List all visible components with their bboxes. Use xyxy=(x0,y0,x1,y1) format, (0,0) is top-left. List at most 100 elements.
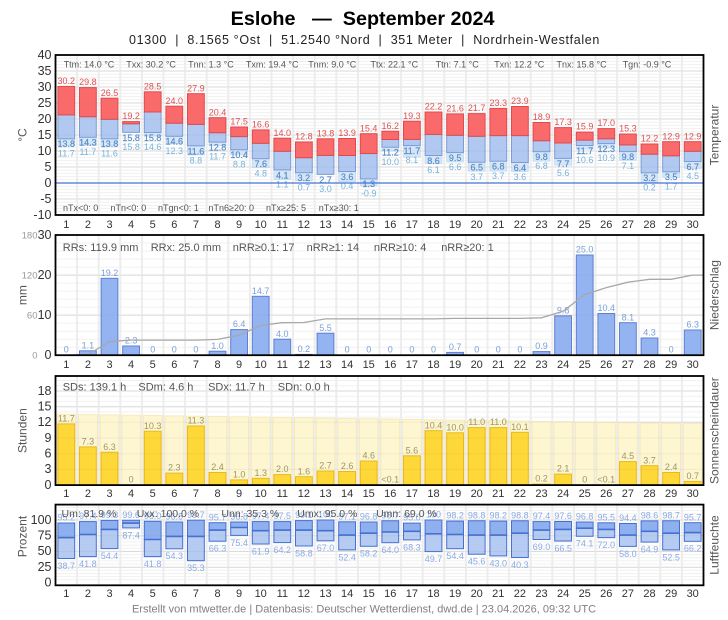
svg-text:10.3: 10.3 xyxy=(144,421,162,431)
svg-text:60: 60 xyxy=(27,310,38,321)
svg-text:nTx≥25: 5: nTx≥25: 5 xyxy=(266,203,306,213)
svg-text:98.2: 98.2 xyxy=(446,511,464,521)
svg-text:7.7: 7.7 xyxy=(557,159,570,169)
svg-text:<0.1: <0.1 xyxy=(597,474,615,484)
svg-text:13.8: 13.8 xyxy=(317,128,335,138)
svg-text:50: 50 xyxy=(38,544,52,558)
svg-text:11.7: 11.7 xyxy=(209,152,226,162)
svg-text:5.6: 5.6 xyxy=(406,445,419,455)
svg-text:18: 18 xyxy=(427,488,439,500)
svg-text:98.7: 98.7 xyxy=(662,510,680,520)
svg-text:6.8: 6.8 xyxy=(492,162,505,172)
svg-text:14.6: 14.6 xyxy=(166,137,184,147)
svg-text:15: 15 xyxy=(363,488,375,500)
svg-text:18: 18 xyxy=(427,219,439,231)
svg-text:4.5: 4.5 xyxy=(686,171,699,181)
svg-text:1.1: 1.1 xyxy=(276,180,289,190)
svg-text:2.3: 2.3 xyxy=(168,463,181,473)
svg-text:22: 22 xyxy=(514,488,526,500)
svg-text:16.2: 16.2 xyxy=(382,121,400,131)
svg-text:8.1: 8.1 xyxy=(622,312,635,322)
svg-text:Niederschlag: Niederschlag xyxy=(707,260,721,330)
svg-text:11.6: 11.6 xyxy=(101,148,118,158)
svg-text:11: 11 xyxy=(277,359,288,371)
svg-text:2.7: 2.7 xyxy=(319,175,332,185)
svg-text:6.5: 6.5 xyxy=(470,163,483,173)
svg-text:99.1: 99.1 xyxy=(295,510,313,520)
svg-text:nRR≥0.1: 17: nRR≥0.1: 17 xyxy=(233,242,295,254)
svg-text:Temperatur: Temperatur xyxy=(707,105,721,166)
svg-text:2.7: 2.7 xyxy=(319,461,332,471)
svg-text:100: 100 xyxy=(426,510,441,520)
svg-text:29: 29 xyxy=(665,588,677,600)
svg-text:nTx<0: 0: nTx<0: 0 xyxy=(63,203,98,213)
svg-text:3.6: 3.6 xyxy=(514,172,527,182)
svg-text:4.5: 4.5 xyxy=(622,451,635,461)
svg-text:64.2: 64.2 xyxy=(274,545,292,555)
svg-text:3.7: 3.7 xyxy=(492,171,505,181)
svg-text:20: 20 xyxy=(471,488,483,500)
svg-text:11: 11 xyxy=(277,588,288,600)
svg-text:Tnn: 1.3 °C: Tnn: 1.3 °C xyxy=(188,59,234,69)
svg-text:14.7: 14.7 xyxy=(252,286,270,296)
svg-text:18: 18 xyxy=(427,588,439,600)
svg-text:Tnm: 9.0 °C: Tnm: 9.0 °C xyxy=(308,59,357,69)
svg-text:28.5: 28.5 xyxy=(144,81,162,91)
svg-text:nRR≥20: 1: nRR≥20: 1 xyxy=(441,242,494,254)
svg-text:4.0: 4.0 xyxy=(276,329,289,339)
svg-text:4: 4 xyxy=(128,488,134,500)
svg-text:10.4: 10.4 xyxy=(425,420,443,430)
svg-text:2: 2 xyxy=(85,588,91,600)
svg-text:-10: -10 xyxy=(33,208,51,222)
svg-text:3.7: 3.7 xyxy=(470,172,483,182)
svg-text:25: 25 xyxy=(38,560,52,574)
svg-text:0: 0 xyxy=(45,478,52,492)
svg-text:12: 12 xyxy=(298,488,310,500)
svg-text:13.8: 13.8 xyxy=(101,139,119,149)
svg-text:nTn6≥20: 0: nTn6≥20: 0 xyxy=(209,203,254,213)
svg-text:96.8: 96.8 xyxy=(230,512,248,522)
svg-text:25: 25 xyxy=(579,488,591,500)
svg-text:26.5: 26.5 xyxy=(101,88,119,98)
svg-text:26: 26 xyxy=(600,219,612,231)
svg-text:0.2: 0.2 xyxy=(643,182,656,192)
svg-text:21.7: 21.7 xyxy=(468,103,486,113)
svg-text:69.0: 69.0 xyxy=(533,542,551,552)
svg-text:23.9: 23.9 xyxy=(511,96,529,106)
svg-text:11.6: 11.6 xyxy=(187,146,204,156)
svg-text:0: 0 xyxy=(474,344,479,354)
svg-text:13.9: 13.9 xyxy=(338,128,356,138)
svg-text:0: 0 xyxy=(669,344,674,354)
svg-text:14.6: 14.6 xyxy=(144,142,162,152)
svg-text:15: 15 xyxy=(363,219,375,231)
svg-text:20: 20 xyxy=(471,588,483,600)
svg-text:43.0: 43.0 xyxy=(490,558,508,568)
svg-text:Unn: 35.3 %: Unn: 35.3 % xyxy=(221,508,279,520)
svg-text:19: 19 xyxy=(449,588,461,600)
svg-text:4: 4 xyxy=(128,588,134,600)
svg-text:0: 0 xyxy=(193,344,198,354)
svg-text:13: 13 xyxy=(319,488,331,500)
svg-text:nRR≥10: 4: nRR≥10: 4 xyxy=(374,242,427,254)
svg-text:24: 24 xyxy=(557,219,569,231)
svg-text:10: 10 xyxy=(255,588,267,600)
svg-text:15.3: 15.3 xyxy=(619,124,637,134)
svg-text:0: 0 xyxy=(45,576,52,590)
svg-text:Ttn: 7.1 °C: Ttn: 7.1 °C xyxy=(436,59,480,69)
svg-text:Luftfeuchte: Luftfeuchte xyxy=(707,515,721,575)
svg-text:24: 24 xyxy=(557,488,569,500)
svg-text:1: 1 xyxy=(63,588,69,600)
svg-text:27: 27 xyxy=(622,219,634,231)
svg-text:26: 26 xyxy=(600,488,612,500)
svg-text:29: 29 xyxy=(665,488,677,500)
svg-text:1: 1 xyxy=(63,219,69,231)
svg-text:87.4: 87.4 xyxy=(122,530,140,540)
svg-text:98.7: 98.7 xyxy=(382,510,400,520)
svg-text:Umx: 95.0 %: Umx: 95.0 % xyxy=(297,508,357,520)
svg-text:Stunden: Stunden xyxy=(15,408,29,453)
svg-text:5: 5 xyxy=(150,588,156,600)
svg-text:12.3: 12.3 xyxy=(166,146,184,156)
svg-text:22.2: 22.2 xyxy=(425,102,443,112)
svg-text:13.8: 13.8 xyxy=(58,139,76,149)
svg-text:21.6: 21.6 xyxy=(446,104,464,114)
